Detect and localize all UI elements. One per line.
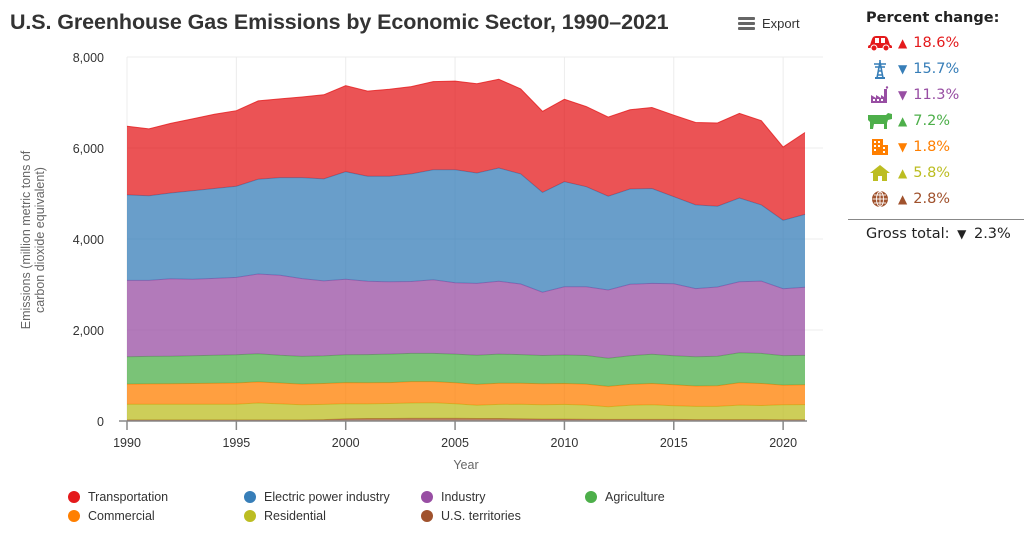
arrow-up-icon: ▲	[898, 192, 908, 206]
x-axis-title: Year	[453, 458, 478, 472]
arrow-up-icon: ▲	[898, 114, 908, 128]
legend-label: Commercial	[88, 509, 155, 523]
percent-change-divider	[848, 219, 1024, 220]
gross-total-label: Gross total:	[866, 226, 950, 242]
area-commercial[interactable]	[127, 381, 805, 407]
percent-change-row: ▲ 2.8%	[866, 186, 1024, 212]
legend-item-agriculture[interactable]: Agriculture	[585, 490, 665, 504]
legend-item-electric-power-industry[interactable]: Electric power industry	[244, 490, 390, 504]
x-tick-label: 2000	[332, 436, 360, 450]
legend-marker	[244, 510, 256, 522]
legend-item-transportation[interactable]: Transportation	[68, 490, 168, 504]
gross-total-value: 2.3%	[973, 226, 1011, 242]
percent-change-title: Percent change:	[866, 10, 1000, 26]
legend-marker	[244, 491, 256, 503]
percent-change-row: ▲ 18.6%	[866, 30, 1024, 56]
percent-change-row: ▲ 5.8%	[866, 160, 1024, 186]
percent-change-value: 7.2%	[913, 113, 951, 129]
arrow-up-icon: ▲	[898, 36, 908, 50]
legend-marker	[421, 510, 433, 522]
area-electric-power-industry[interactable]	[127, 168, 805, 293]
office-building-icon	[866, 137, 894, 157]
y-tick-label: 8,000	[73, 51, 104, 65]
legend-label: Residential	[264, 509, 326, 523]
arrow-up-icon: ▲	[898, 166, 908, 180]
x-tick-label: 2015	[660, 436, 688, 450]
x-tick-label: 2020	[769, 436, 797, 450]
power-tower-icon	[866, 59, 894, 79]
percent-change-row: ▼ 11.3%	[866, 82, 1024, 108]
percent-change-value: 5.8%	[913, 165, 951, 181]
legend-label: U.S. territories	[441, 509, 521, 523]
legend-marker	[68, 491, 80, 503]
legend-marker	[585, 491, 597, 503]
area-transportation[interactable]	[127, 79, 805, 221]
percent-change-value: 1.8%	[913, 139, 951, 155]
y-tick-label: 2,000	[73, 324, 104, 338]
y-tick-label: 6,000	[73, 142, 104, 156]
percent-change-value: 11.3%	[913, 87, 960, 103]
factory-icon	[866, 85, 894, 105]
export-button[interactable]: Export	[738, 16, 800, 31]
percent-change-panel: Percent change: ▲ 18.6% ▼ 15.7% ▼ 11.3% ▲ 7.2% ▼…	[866, 10, 1024, 212]
area-industry[interactable]	[127, 274, 805, 359]
y-axis-title-line1: Emissions (million metric tons of	[19, 150, 33, 329]
gross-total: Gross total: ▼ 2.3%	[866, 226, 1011, 242]
percent-change-row: ▼ 1.8%	[866, 134, 1024, 160]
y-tick-label: 4,000	[73, 233, 104, 247]
percent-change-value: 2.8%	[913, 191, 951, 207]
gross-total-arrow: ▼	[957, 227, 967, 241]
x-tick-label: 2005	[441, 436, 469, 450]
legend-marker	[68, 510, 80, 522]
line-transportation	[126, 78, 806, 148]
x-tick-label: 2010	[551, 436, 579, 450]
legend-item-residential[interactable]: Residential	[244, 509, 326, 523]
arrow-down-icon: ▼	[898, 62, 908, 76]
legend-item-u-s-territories[interactable]: U.S. territories	[421, 509, 521, 523]
x-tick-label: 1995	[222, 436, 250, 450]
legend-item-industry[interactable]: Industry	[421, 490, 485, 504]
percent-change-row: ▲ 7.2%	[866, 108, 1024, 134]
axes: 1990 1995 2000 2005 2010 2015 2020 0 2,000 4,000 6…	[73, 51, 807, 450]
y-tick-label: 0	[97, 415, 104, 429]
globe-icon	[866, 189, 894, 209]
legend-label: Agriculture	[605, 490, 665, 504]
chart-plot: 1990 1995 2000 2005 2010 2015 2020 0 2,000 4,000 6…	[19, 51, 823, 472]
x-tick-label: 1990	[113, 436, 141, 450]
legend-label: Electric power industry	[264, 490, 390, 504]
stacked-areas	[126, 78, 806, 421]
legend-label: Industry	[441, 490, 486, 504]
legend-item-commercial[interactable]: Commercial	[68, 509, 155, 523]
arrow-down-icon: ▼	[898, 88, 908, 102]
line-agriculture	[126, 352, 806, 359]
percent-change-row: ▼ 15.7%	[866, 56, 1024, 82]
y-axis-title-line2: carbon dioxide equivalent)	[33, 167, 47, 313]
legend-label: Transportation	[88, 490, 169, 504]
legend-marker	[421, 491, 433, 503]
percent-change-value: 15.7%	[913, 61, 960, 77]
percent-change-value: 18.6%	[913, 35, 960, 51]
hamburger-menu-icon	[738, 17, 755, 30]
area-residential[interactable]	[127, 402, 805, 420]
arrow-down-icon: ▼	[898, 140, 908, 154]
export-label: Export	[762, 16, 800, 31]
car-icon	[866, 33, 894, 53]
chart-title: U.S. Greenhouse Gas Emissions by Economi…	[10, 10, 669, 34]
house-icon	[866, 163, 894, 183]
area-agriculture[interactable]	[127, 352, 805, 387]
cow-icon	[866, 111, 894, 131]
